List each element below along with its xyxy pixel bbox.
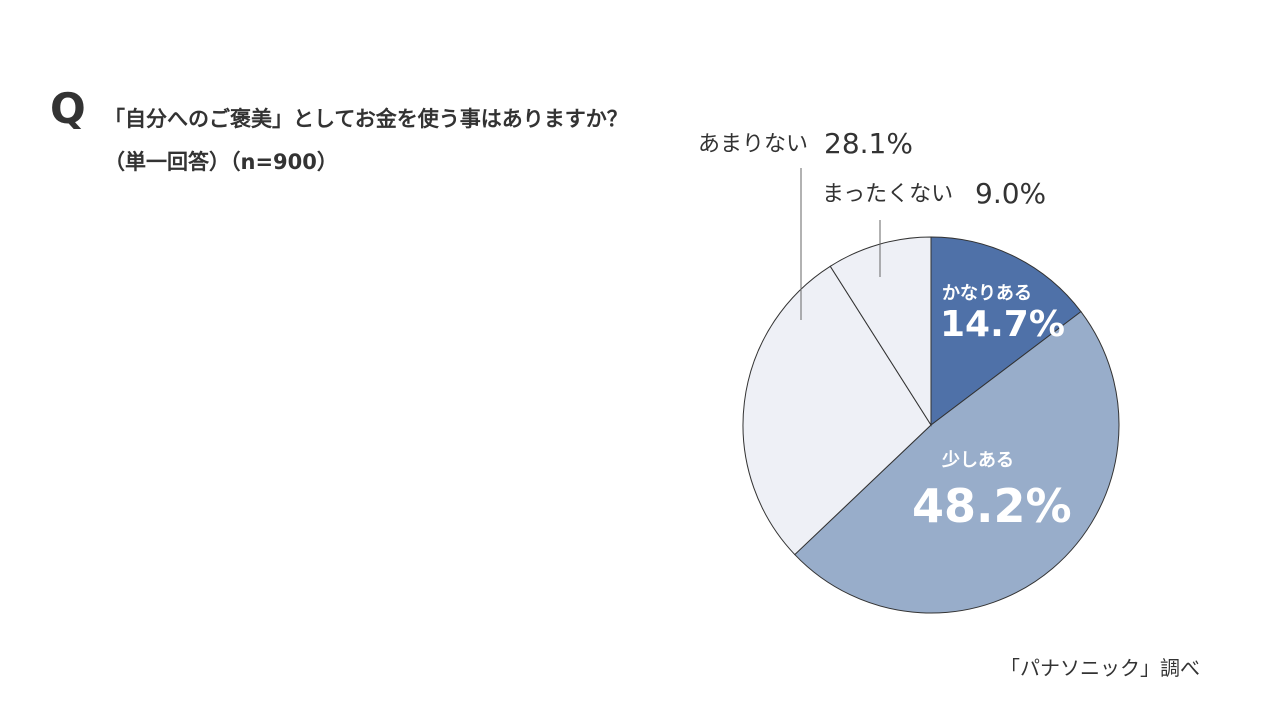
chart-subtitle: （単一回答）（n=900） — [104, 150, 338, 174]
q-mark: Q — [50, 84, 86, 133]
pie-slice-2 — [742, 265, 932, 556]
slice-value-mattaku: 9.0% — [975, 177, 1046, 210]
slice-label-mattaku: まったくない — [822, 182, 953, 207]
slice-label-amari: あまりない — [698, 132, 808, 157]
slice-value-kanari: 14.7% — [940, 304, 1065, 345]
pie-slice-1 — [794, 310, 1120, 614]
chart-title: 「自分へのご褒美」としてお金を使う事はありますか？ — [104, 107, 628, 131]
slice-label-sukoshi: 少しある — [941, 450, 1014, 471]
slice-label-kanari: かなりある — [942, 283, 1032, 304]
pie-slice-3 — [829, 236, 932, 427]
pie-slice-0 — [930, 236, 1082, 427]
slice-value-amari: 28.1% — [824, 127, 913, 160]
slice-value-sukoshi: 48.2% — [912, 479, 1072, 533]
source-note: 「パナソニック」調べ — [1000, 656, 1200, 680]
